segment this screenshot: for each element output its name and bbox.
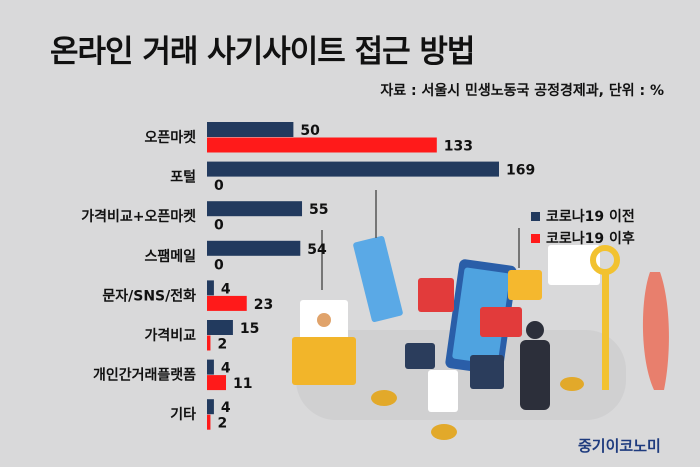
legend-swatch-before bbox=[531, 211, 540, 221]
bar-before bbox=[207, 201, 303, 217]
data-label: 169 bbox=[506, 163, 535, 179]
data-label: 55 bbox=[309, 202, 328, 218]
data-label: 11 bbox=[233, 376, 252, 392]
chart-title: 온라인 거래 사기사이트 접근 방법 bbox=[50, 34, 475, 70]
data-label: 54 bbox=[307, 242, 327, 258]
legend-item-after: 코로나19 이후 bbox=[531, 227, 635, 249]
category-label: 가격비교 bbox=[144, 327, 196, 344]
bar-after bbox=[207, 414, 211, 430]
data-label: 0 bbox=[214, 257, 224, 273]
bar-before bbox=[207, 399, 214, 415]
data-label: 0 bbox=[214, 218, 224, 234]
legend: 코로나19 이전 코로나19 이후 bbox=[531, 205, 635, 249]
bar-before bbox=[207, 161, 499, 177]
data-label: 23 bbox=[254, 297, 273, 313]
data-label: 4 bbox=[221, 361, 231, 377]
bar-before bbox=[207, 122, 294, 137]
bar-before bbox=[207, 359, 214, 375]
bar-after bbox=[207, 375, 227, 391]
brand-logo: 중기이코노미 bbox=[578, 437, 661, 455]
category-label: 오픈마켓 bbox=[144, 129, 196, 146]
bar-before bbox=[207, 320, 233, 335]
data-label: 0 bbox=[214, 178, 224, 194]
legend-label-before: 코로나19 이전 bbox=[546, 209, 635, 225]
data-label: 50 bbox=[300, 123, 320, 139]
data-label: 4 bbox=[221, 400, 231, 416]
category-label: 포털 bbox=[170, 169, 196, 186]
bars-group: 오픈마켓 50 133 포털 169 0 가격비교+오픈마켓 55 0 스팸메일 54 0 문자/SNS… bbox=[81, 122, 535, 432]
illustration bbox=[292, 190, 669, 440]
data-label: 15 bbox=[240, 321, 259, 337]
data-label: 2 bbox=[217, 416, 227, 432]
source-note: 자료 : 서울시 민생노동국 공정경제과, 단위 : % bbox=[380, 83, 664, 99]
bar-after bbox=[207, 137, 437, 153]
category-label: 기타 bbox=[170, 407, 196, 423]
legend-item-before: 코로나19 이전 bbox=[531, 205, 635, 227]
data-label: 2 bbox=[217, 337, 227, 353]
bar-after bbox=[207, 295, 247, 311]
bar-before bbox=[207, 240, 301, 256]
data-label: 4 bbox=[221, 281, 231, 297]
category-label: 문자/SNS/전화 bbox=[102, 287, 196, 304]
legend-label-after: 코로나19 이후 bbox=[546, 231, 635, 247]
bar-after bbox=[207, 335, 211, 351]
bar-before bbox=[207, 280, 214, 296]
category-label: 개인간거래플랫폼 bbox=[93, 367, 196, 384]
data-label: 133 bbox=[444, 139, 473, 155]
category-label: 스팸메일 bbox=[144, 248, 196, 265]
legend-swatch-after bbox=[531, 233, 540, 243]
category-label: 가격비교+오픈마켓 bbox=[81, 208, 196, 225]
